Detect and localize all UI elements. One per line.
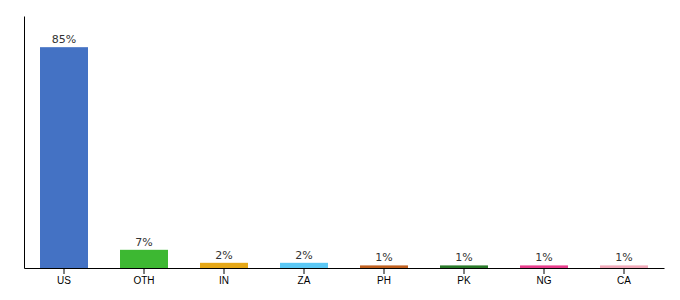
bar [360,265,408,268]
x-tick-label: US [57,275,71,286]
x-axis-line [25,268,665,269]
x-tick: IN [219,268,229,286]
bar [120,250,168,268]
bar [40,47,88,268]
x-tick-mark [544,268,545,274]
bars [40,47,648,268]
x-tick: ZA [298,268,311,286]
x-tick-label: CA [617,275,631,286]
x-tick-label: ZA [298,275,311,286]
data-labels: 85% 7% 2% 2% 1% 1% 1% 1% [52,33,633,264]
data-label: 2% [295,249,312,262]
x-tick: NG [537,268,552,286]
x-tick: PH [377,268,391,286]
x-tick-label: OTH [133,275,154,286]
x-tick: OTH [133,268,154,286]
data-label: 1% [375,251,392,264]
data-label: 7% [135,236,152,249]
data-label: 2% [215,249,232,262]
x-tick: CA [617,268,631,286]
x-tick-mark [144,268,145,274]
bar [520,265,568,268]
bar [200,263,248,268]
x-tick: US [57,268,71,286]
x-tick-mark [64,268,65,274]
data-label: 1% [535,251,552,264]
x-tick-label: IN [219,275,229,286]
x-tick-mark [624,268,625,274]
data-label: 85% [52,33,76,46]
chart: US OTH IN ZA PH PK NG CA 85% 7% 2% 2% 1% 1% 1% 1% [0,0,680,300]
y-axis-line [24,17,25,269]
x-tick-label: PH [377,275,391,286]
x-tick-mark [224,268,225,274]
plot: US OTH IN ZA PH PK NG CA 85% 7% 2% 2% 1% 1% 1% 1% [25,17,665,287]
bar [440,265,488,268]
bar [280,263,328,268]
x-axis: US OTH IN ZA PH PK NG CA [25,268,665,286]
data-label: 1% [455,251,472,264]
x-tick-label: NG [537,275,552,286]
bar [600,265,648,268]
data-label: 1% [615,251,632,264]
x-tick: PK [457,268,471,286]
x-tick-label: PK [457,275,471,286]
x-tick-mark [304,268,305,274]
x-tick-mark [464,268,465,274]
y-axis [24,17,25,269]
x-tick-mark [384,268,385,274]
